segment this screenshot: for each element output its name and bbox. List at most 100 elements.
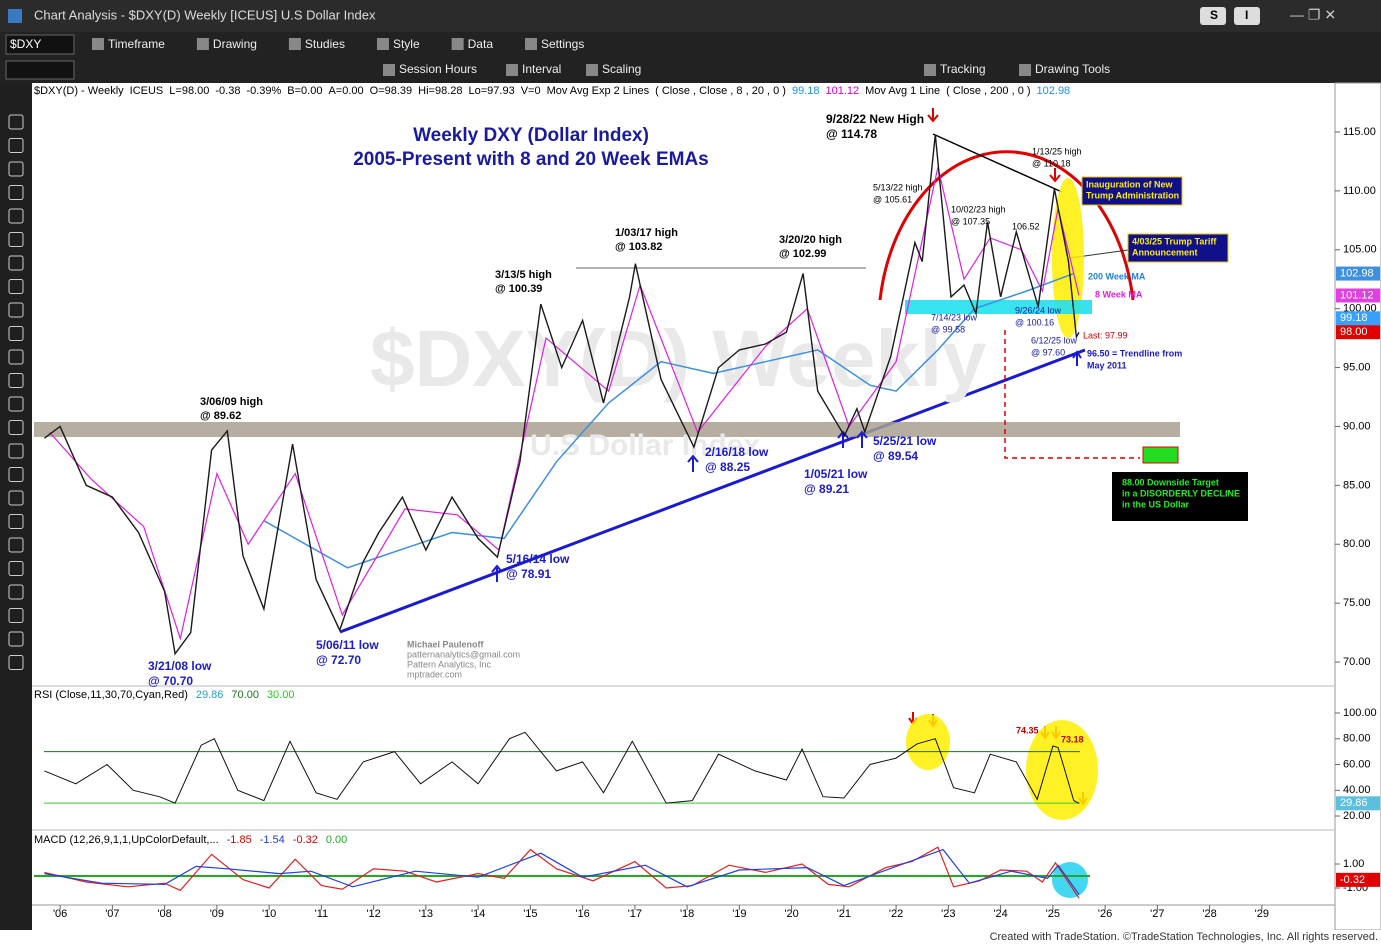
annotation: @ 97.60 bbox=[1031, 347, 1065, 357]
button-label[interactable]: S bbox=[1210, 8, 1218, 22]
toolbar-button[interactable]: Settings bbox=[541, 37, 584, 51]
toolbar-button[interactable]: Tracking bbox=[940, 62, 986, 76]
toolbar-icon[interactable] bbox=[376, 38, 389, 50]
info-segment: -0.39% bbox=[246, 85, 281, 97]
toolbar-button[interactable]: Interval bbox=[522, 62, 561, 76]
toolbar-button[interactable]: Data bbox=[468, 37, 494, 51]
tool-icon[interactable] bbox=[8, 561, 24, 576]
tool-icon[interactable] bbox=[8, 373, 24, 388]
tool-icon[interactable] bbox=[8, 514, 24, 529]
symbol-box[interactable] bbox=[5, 34, 75, 55]
tool-icon[interactable] bbox=[8, 537, 24, 553]
toolbar-icon[interactable] bbox=[451, 38, 464, 50]
price-badge-label: 29.86 bbox=[1340, 797, 1368, 809]
series-line bbox=[49, 167, 1080, 641]
toolbar-button[interactable]: Timeframe bbox=[108, 37, 165, 51]
annotation: 3/20/20 high bbox=[779, 234, 842, 246]
rsi-note: 74.35 bbox=[1016, 725, 1039, 735]
tool-icon[interactable] bbox=[8, 302, 24, 318]
annotation: 5/06/11 low bbox=[316, 638, 379, 652]
y-tick-label: 90.00 bbox=[1343, 420, 1371, 432]
toolbar-icon[interactable] bbox=[196, 38, 209, 50]
toolbar-icon[interactable] bbox=[525, 38, 537, 50]
button-label[interactable]: I bbox=[1245, 8, 1248, 22]
interval-box[interactable] bbox=[5, 60, 75, 80]
toolbar-button[interactable]: Scaling bbox=[602, 62, 641, 76]
toolbar-button[interactable]: Style bbox=[393, 37, 420, 51]
toolbar-icon[interactable] bbox=[1019, 64, 1031, 76]
tool-icon[interactable] bbox=[8, 443, 24, 459]
toolbar-button[interactable]: Drawing Tools bbox=[1035, 62, 1110, 76]
left-toolbar bbox=[0, 83, 32, 930]
toolbar-button[interactable]: Session Hours bbox=[399, 62, 477, 76]
toolbars bbox=[0, 32, 1381, 83]
tool-icon[interactable] bbox=[8, 161, 24, 177]
x-tick-label: '29 bbox=[1255, 908, 1269, 920]
tool-icon[interactable] bbox=[8, 467, 24, 482]
toolbar-icon[interactable] bbox=[924, 64, 936, 76]
watermark: U.S Dollar Index bbox=[530, 429, 760, 462]
target-text: 88.00 Downside Target bbox=[1122, 477, 1219, 487]
zone-band bbox=[34, 422, 1180, 437]
toolbar-icon[interactable] bbox=[506, 64, 518, 76]
info-segment: L=98.00 bbox=[169, 85, 209, 97]
window-controls[interactable]: — ❐ ✕ bbox=[1290, 7, 1336, 23]
x-tick-label: '16 bbox=[575, 908, 589, 920]
tool-icon[interactable] bbox=[8, 608, 24, 623]
button[interactable] bbox=[1200, 7, 1226, 25]
tool-icon[interactable] bbox=[8, 326, 24, 341]
toolbar-button[interactable]: Drawing bbox=[213, 37, 257, 51]
x-tick-label: '08 bbox=[157, 908, 171, 920]
tool-icon[interactable] bbox=[8, 349, 24, 365]
x-tick-label: '15 bbox=[523, 908, 537, 920]
tool-icon[interactable] bbox=[8, 208, 24, 224]
toolbar-icon[interactable] bbox=[92, 38, 104, 50]
annotation: Last: 97.99 bbox=[1083, 330, 1128, 340]
info-segment: $DXY(D) - Weekly bbox=[34, 85, 124, 97]
tool-icon[interactable] bbox=[8, 255, 24, 271]
tool-icon[interactable] bbox=[8, 138, 24, 153]
info-segment: Lo=97.93 bbox=[469, 85, 515, 97]
annotation: 8 Week MA bbox=[1095, 289, 1143, 299]
annotation: @ 70.70 bbox=[148, 674, 193, 688]
symbol[interactable]: $DXY bbox=[10, 37, 41, 51]
tool-icon[interactable] bbox=[8, 396, 24, 412]
callout-text: 4/03/25 Trump Tariff bbox=[1132, 236, 1217, 246]
info-segment: 99.18 bbox=[792, 85, 820, 97]
tool-icon[interactable] bbox=[8, 584, 24, 600]
indicator-label: 30.00 bbox=[267, 689, 295, 701]
toolbar-icon[interactable] bbox=[586, 64, 598, 76]
annotation: @ 110.18 bbox=[1032, 158, 1071, 168]
tool-icon[interactable] bbox=[8, 490, 24, 506]
indicator-label: MACD (12,26,9,1,1,UpColorDefault,... bbox=[34, 834, 219, 846]
trendline bbox=[339, 348, 1086, 634]
annotation: 1/03/17 high bbox=[615, 227, 678, 239]
tool-icon[interactable] bbox=[8, 232, 24, 247]
y-tick-label: 40.00 bbox=[1343, 784, 1371, 796]
tool-icon[interactable] bbox=[8, 114, 24, 130]
credit: mptrader.com bbox=[407, 669, 462, 679]
tool-icon[interactable] bbox=[8, 655, 24, 670]
arc bbox=[878, 150, 1135, 301]
info-segment: Hi=98.28 bbox=[418, 85, 462, 97]
series-line bbox=[44, 846, 1080, 899]
toolbar-icon[interactable] bbox=[288, 38, 301, 50]
target-marker bbox=[1142, 446, 1179, 464]
tool-icon[interactable] bbox=[8, 631, 24, 647]
info-segment: ICEUS bbox=[130, 85, 164, 97]
y-tick-label: 20.00 bbox=[1343, 810, 1371, 822]
button[interactable] bbox=[1234, 7, 1260, 25]
annotation: @ 88.25 bbox=[705, 460, 750, 474]
tool-icon[interactable] bbox=[8, 279, 24, 294]
toolbar-icon[interactable] bbox=[383, 64, 395, 76]
rsi-note: 73.18 bbox=[1061, 734, 1084, 744]
annotation: 1/13/25 high bbox=[1032, 146, 1082, 156]
annotation: 5/25/21 low bbox=[873, 434, 937, 448]
info-segment: ( Close , Close , 8 , 20 , 0 ) bbox=[655, 85, 786, 97]
tool-icon[interactable] bbox=[8, 420, 24, 435]
indicator-label: 0.00 bbox=[326, 834, 347, 846]
toolbar-button[interactable]: Studies bbox=[305, 37, 345, 51]
tool-icon[interactable] bbox=[8, 185, 24, 200]
watermark: $DXY(D) Weekly bbox=[370, 314, 987, 403]
